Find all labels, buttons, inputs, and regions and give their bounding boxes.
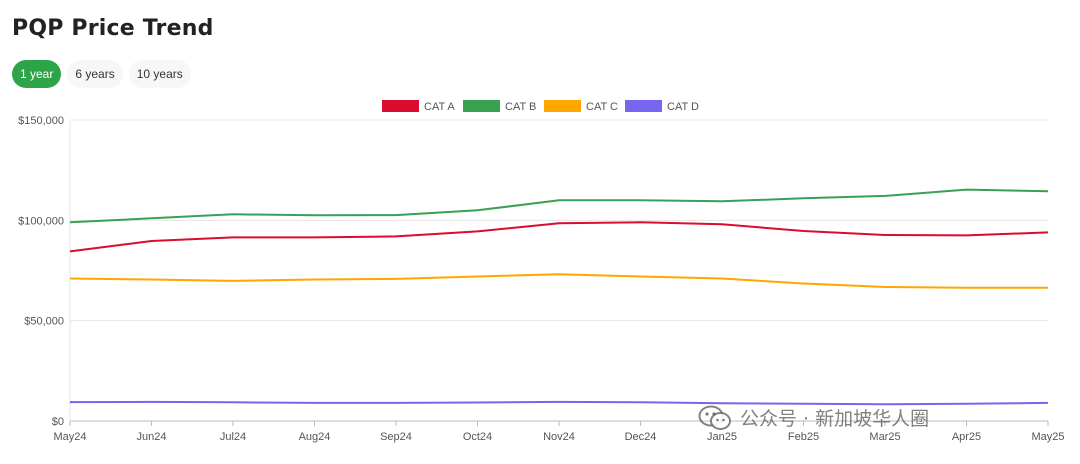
legend-label-cat-d: CAT D xyxy=(667,101,699,113)
y-tick-label: $150,000 xyxy=(18,115,64,127)
x-tick-label: Mar25 xyxy=(869,431,900,443)
tab-10-years[interactable]: 10 years xyxy=(128,60,191,88)
legend-swatch-cat-d xyxy=(625,100,662,112)
legend-swatch-cat-c xyxy=(544,100,581,112)
x-tick-label: Nov24 xyxy=(543,431,575,443)
x-tick-label: Dec24 xyxy=(625,431,657,443)
legend-label-cat-b: CAT B xyxy=(505,101,536,113)
x-tick-label: Feb25 xyxy=(788,431,819,443)
y-tick-label: $50,000 xyxy=(24,316,64,328)
x-tick-label: Jun24 xyxy=(137,431,167,443)
legend: CAT A CAT B CAT C CAT D xyxy=(382,100,699,113)
price-trend-chart: $0 $50,000 $100,000 $150,000 May24 Jun24 Jul24… xyxy=(18,100,1065,443)
page-title: PQP Price Trend xyxy=(12,16,214,41)
axis-layer: $0 $50,000 $100,000 $150,000 May24 Jun24 Jul24… xyxy=(18,115,1064,443)
series-line-cat-a xyxy=(69,221,1049,253)
legend-swatch-cat-b xyxy=(463,100,500,112)
series-line-cat-c xyxy=(69,273,1048,289)
x-tick-label: Oct24 xyxy=(463,431,492,443)
tab-6-years[interactable]: 6 years xyxy=(67,60,123,88)
y-tick-label: $0 xyxy=(52,416,64,428)
x-tick-label: Jul24 xyxy=(220,431,246,443)
x-tick-label: Jan25 xyxy=(707,431,737,443)
range-tabs: 1 year 6 years 10 years xyxy=(12,60,191,88)
x-tick-label: May25 xyxy=(1031,431,1064,443)
series-line-cat-d xyxy=(69,400,1049,406)
series-layer xyxy=(69,188,1049,406)
grid-layer xyxy=(69,119,1049,426)
legend-swatch-cat-a xyxy=(382,100,419,112)
x-tick-label: May24 xyxy=(53,431,86,443)
tab-1-year[interactable]: 1 year xyxy=(12,60,62,88)
series-line-cat-b xyxy=(69,188,1049,224)
x-tick-label: Apr25 xyxy=(952,431,981,443)
y-tick-label: $100,000 xyxy=(18,215,64,227)
legend-label-cat-a: CAT A xyxy=(424,101,455,113)
x-tick-label: Aug24 xyxy=(299,431,331,443)
x-tick-label: Sep24 xyxy=(380,431,412,443)
legend-label-cat-c: CAT C xyxy=(586,101,618,113)
